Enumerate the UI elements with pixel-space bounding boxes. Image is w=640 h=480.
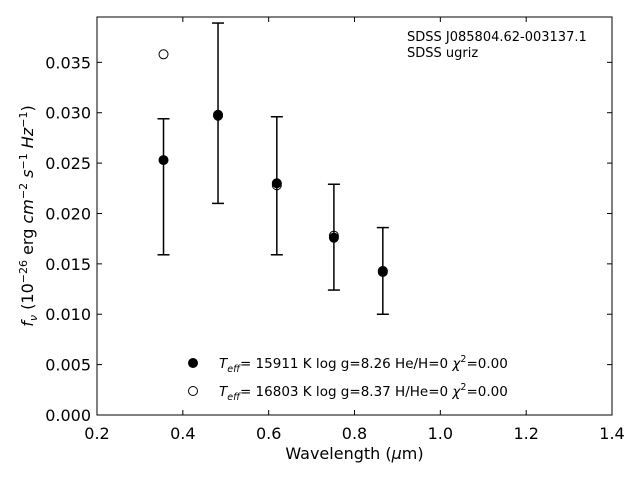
y-tick-label: 0.030 xyxy=(45,104,91,123)
x-axis-label: Wavelength (μm) xyxy=(285,444,423,463)
data-point-filled xyxy=(328,232,339,243)
x-tick-label: 0.8 xyxy=(342,424,367,443)
legend-marker-open xyxy=(188,386,198,396)
data-point-filled xyxy=(213,109,224,120)
y-tick-label: 0.000 xyxy=(45,406,91,425)
legend-entry-model-1: Teff= 15911 K log g=8.26 He/H=0 χ2=0.00 xyxy=(219,354,508,375)
y-tick-label: 0.005 xyxy=(45,356,91,375)
error-bars xyxy=(157,22,389,315)
legend: Teff= 15911 K log g=8.26 He/H=0 χ2=0.00 … xyxy=(188,354,508,403)
y-tick-label: 0.035 xyxy=(45,53,91,72)
data-point-filled xyxy=(271,178,282,189)
x-tick-label: 0.2 xyxy=(84,424,109,443)
legend-marker-filled xyxy=(188,358,198,368)
data-point-filled xyxy=(158,155,169,166)
x-tick-label: 0.6 xyxy=(256,424,281,443)
data-point-open xyxy=(158,49,169,60)
y-tick-labels: 0.000 0.005 0.010 0.015 0.020 0.025 0.030 0.035 xyxy=(45,53,91,425)
x-tick-label: 1.4 xyxy=(599,424,624,443)
y-tick-label: 0.020 xyxy=(45,204,91,223)
data-markers xyxy=(158,49,388,277)
y-tick-label: 0.015 xyxy=(45,255,91,274)
x-tick-label: 0.4 xyxy=(170,424,195,443)
x-tick-label: 1.0 xyxy=(428,424,453,443)
annotation-object-name: SDSS J085804.62-003137.1 xyxy=(407,30,587,45)
y-axis-label: fν (10−26 erg cm−2 s−1 Hz−1) xyxy=(17,105,40,326)
x-tick-label: 1.2 xyxy=(513,424,538,443)
data-point-filled xyxy=(377,266,388,277)
annotation-filters: SDSS ugriz xyxy=(407,46,478,61)
x-tick-labels: 0.2 0.4 0.6 0.8 1.0 1.2 1.4 xyxy=(84,424,624,443)
legend-entry-model-2: Teff= 16803 K log g=8.37 H/He=0 χ2=0.00 xyxy=(219,382,508,403)
plot-frame xyxy=(96,16,613,416)
y-tick-label: 0.010 xyxy=(45,305,91,324)
y-tick-label: 0.025 xyxy=(45,154,91,173)
